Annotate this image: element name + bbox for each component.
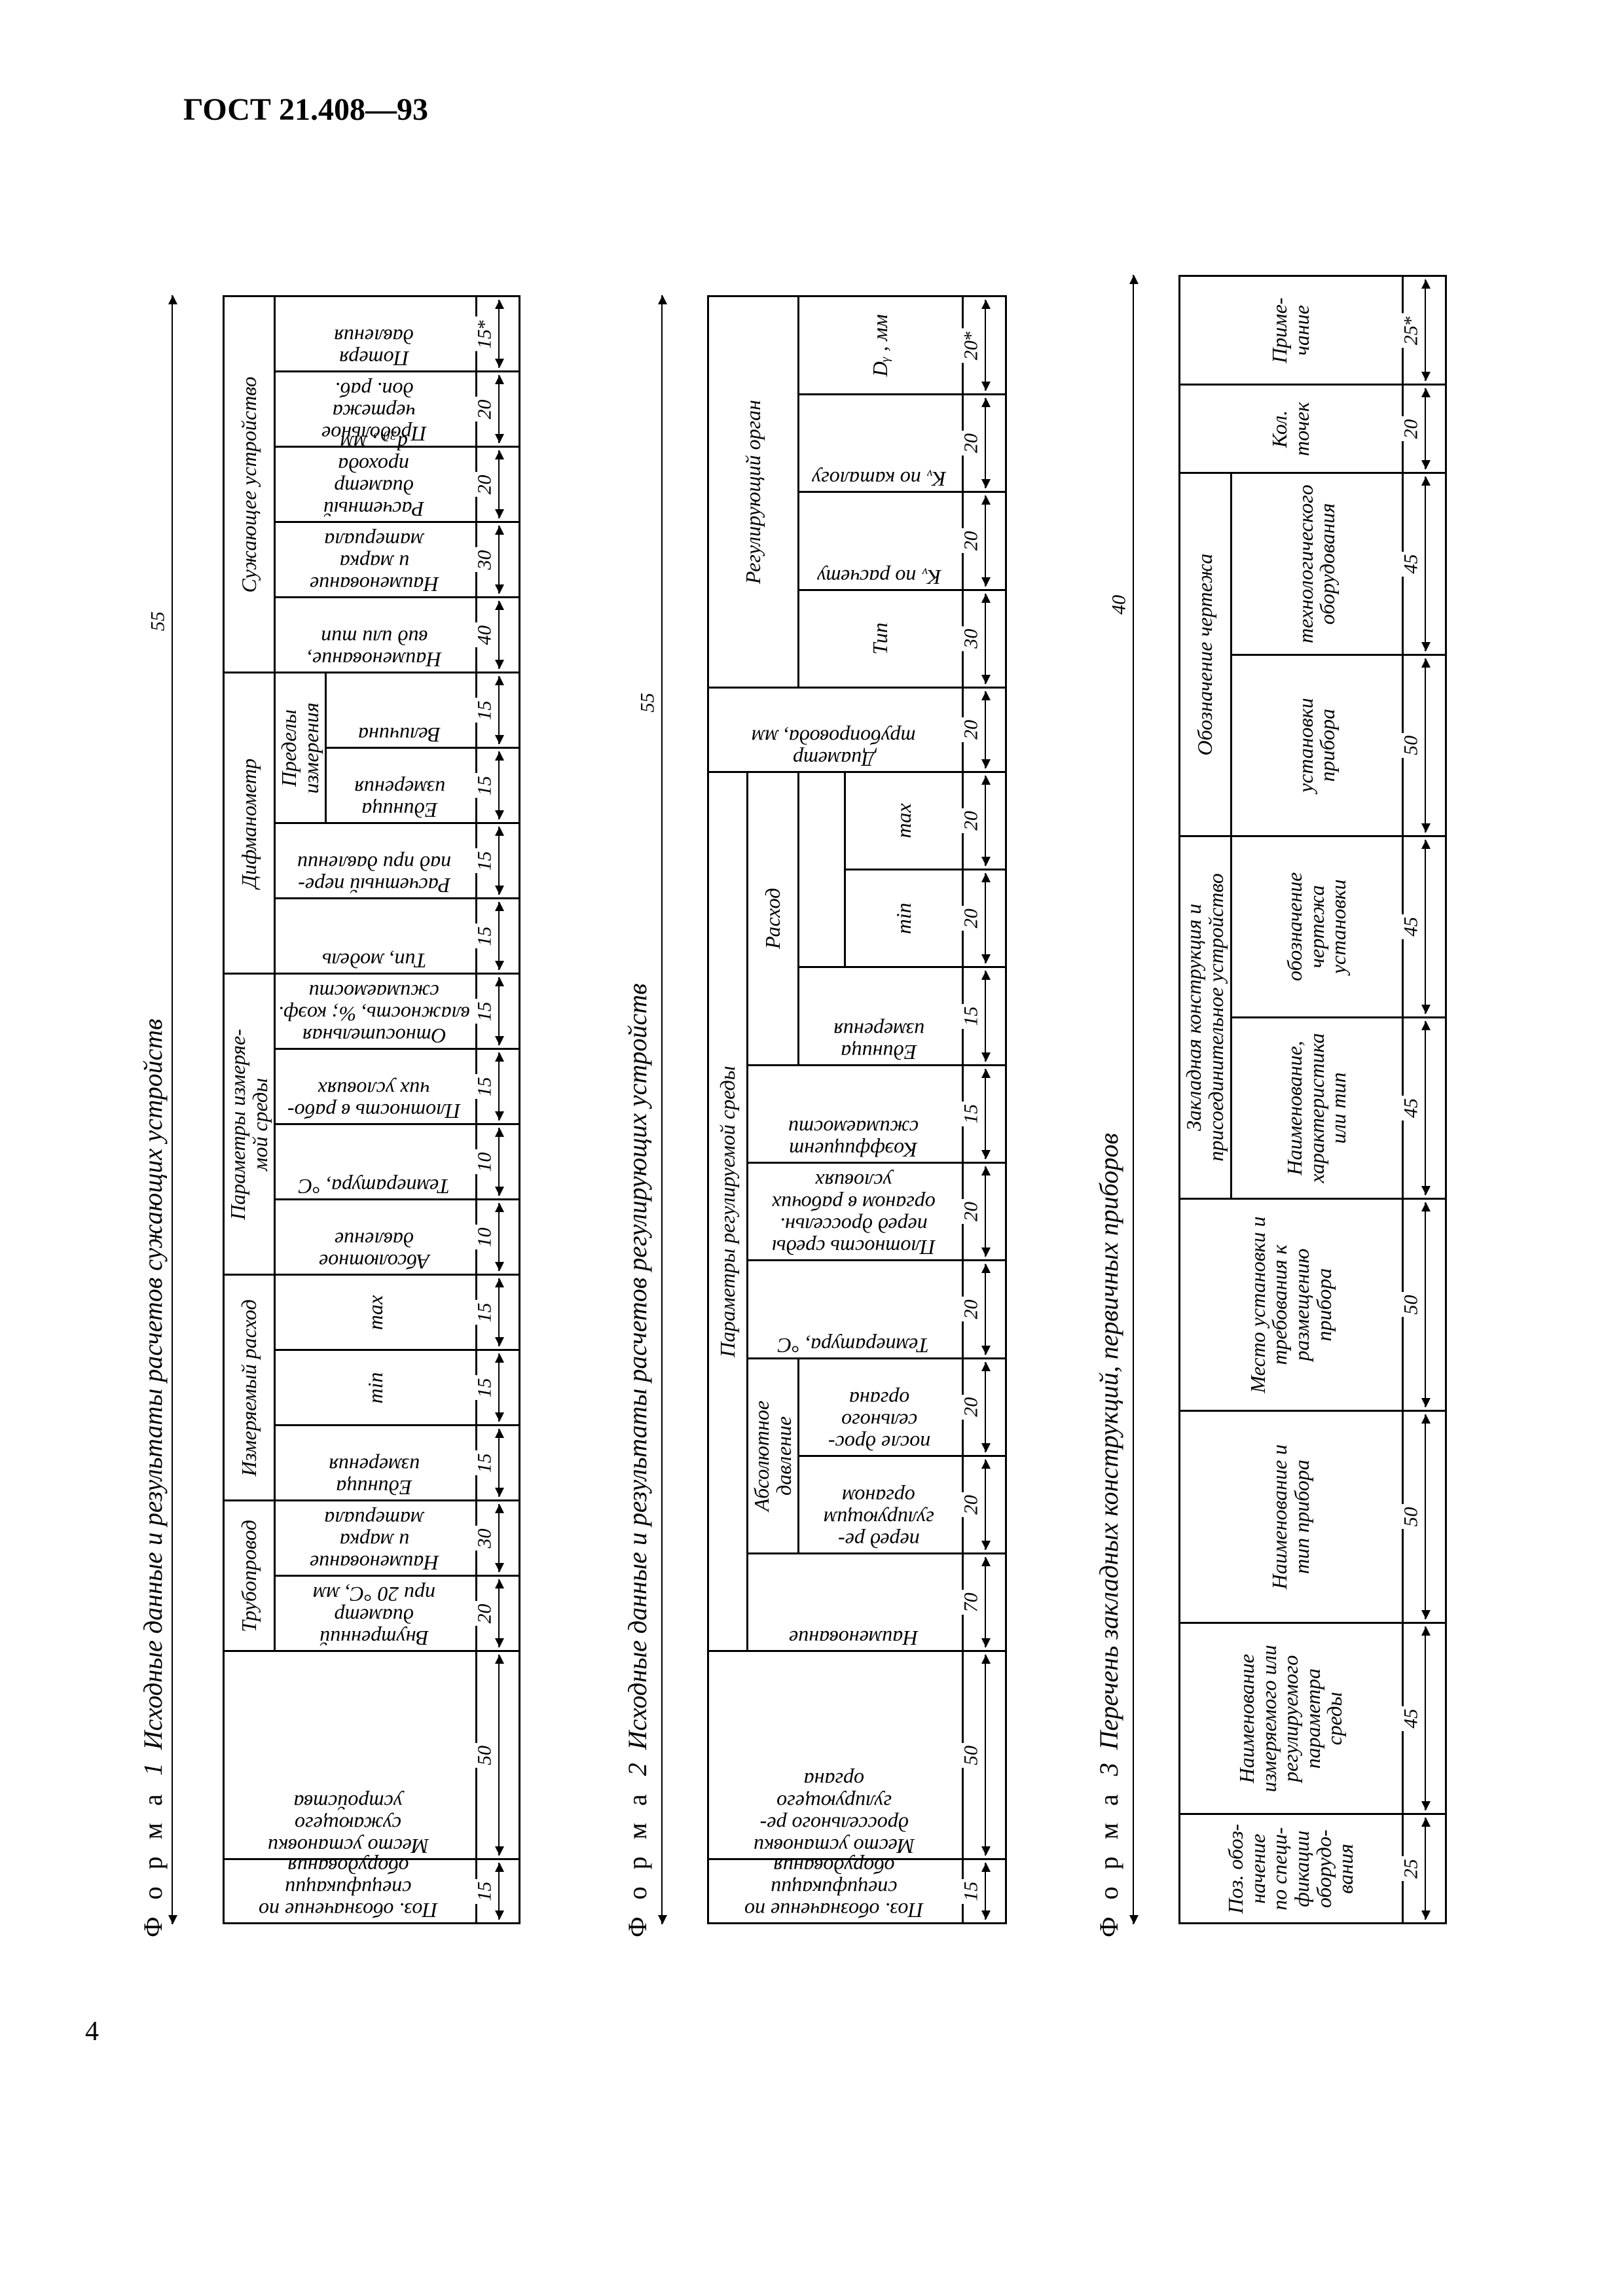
- col-width-cell: 70: [963, 1554, 1006, 1651]
- page-number: 4: [85, 2016, 99, 2047]
- col-header: Продольноечертежадоп. раб.: [275, 372, 477, 447]
- col-width-cell: 20: [1403, 385, 1446, 473]
- col-header: Наименование,вид или тип: [275, 598, 477, 673]
- form3-table: Поз. обоз-начениепо специ-фикацииоборудо…: [1178, 275, 1447, 1924]
- col-header: установкиприбора: [1231, 655, 1402, 836]
- col-header: Место установки итребования кразмещениюп…: [1180, 1199, 1403, 1411]
- col-width-cell: 20: [963, 772, 1006, 869]
- col-header: Температура, °С: [275, 1124, 477, 1200]
- col-width-cell: 10: [477, 1124, 520, 1200]
- col-width-cell: 20: [963, 1163, 1006, 1261]
- form1-block: Ф о р м а 1 Исходные данные и результаты…: [183, 183, 589, 1937]
- col-width-cell: 15: [477, 1049, 520, 1124]
- col-width-cell: 15: [477, 748, 520, 823]
- col-header: Наименованиеизмеряемого илирегулируемого…: [1180, 1623, 1403, 1815]
- col-width-cell: 15: [477, 1275, 520, 1350]
- col-width-cell: 20: [963, 394, 1006, 492]
- col-width-cell: 45: [1403, 1623, 1446, 1815]
- col-width-cell: 15: [963, 1065, 1006, 1162]
- col-header: Абсолютноедавление: [275, 1200, 477, 1275]
- col-width-cell: 45: [1403, 473, 1446, 655]
- col-header: Величина: [326, 673, 477, 748]
- col-header: Dᵧ , мм: [799, 296, 963, 394]
- col-header: технологическогооборудования: [1231, 473, 1402, 655]
- col-width-cell: 20: [963, 492, 1006, 590]
- col-header: Температура, °С: [748, 1261, 963, 1358]
- col-width-cell: 15: [963, 1859, 1006, 1924]
- col-header: Наименованиеи маркаматериала: [275, 522, 477, 598]
- col-header: Единицаизмерения: [275, 1426, 477, 1501]
- col-header: min: [275, 1350, 477, 1426]
- col-header: Kᵥ по расчету: [799, 492, 963, 590]
- col-header: Относительнаявлажность, %; коэф.сжимаемо…: [275, 974, 477, 1049]
- col-width-cell: 15: [477, 974, 520, 1049]
- col-width-cell: 20: [963, 1456, 1006, 1553]
- col-width-cell: 15: [477, 673, 520, 748]
- col-width-cell: 45: [1403, 836, 1446, 1017]
- col-header: Расчетныйдиаметрпроходаd₂₀ , мм: [275, 447, 477, 522]
- form2-block: Ф о р м а 2 Исходные данные и результаты…: [668, 183, 1074, 1937]
- col-width-cell: 25: [1403, 1814, 1446, 1924]
- form3-table-wrap: 40 Поз. обоз-начениепо специ-фикацииобор…: [1178, 275, 1447, 1924]
- form2-table: Поз. обозначение поспецификацииоборудова…: [707, 296, 1007, 1925]
- form2-table-wrap: 55 Поз. обозначение поспецификацииоборуд…: [707, 296, 1007, 1925]
- col-width-cell: 50: [477, 1651, 520, 1859]
- col-width-cell: 15*: [477, 296, 520, 372]
- col-width-cell: 20: [963, 687, 1006, 772]
- col-width-cell: 20: [477, 1576, 520, 1651]
- col-width-cell: 30: [477, 522, 520, 598]
- col-header: Поз. обоз-начениепо специ-фикацииоборудо…: [1180, 1814, 1403, 1924]
- col-header: min: [845, 870, 963, 967]
- col-header: Плотность в рабо-чих условиях: [275, 1049, 477, 1124]
- col-width-cell: 50: [1403, 1411, 1446, 1623]
- col-header: Коэффициентсжимаемости: [748, 1065, 963, 1162]
- col-width-cell: 20: [963, 1358, 1006, 1456]
- col-header: max: [845, 772, 963, 869]
- col-header: Kᵥ по каталогу: [799, 394, 963, 492]
- col-header: Плотность средыперед дроссельн.органом в…: [748, 1163, 963, 1261]
- col-header: Наименование итип прибора: [1180, 1411, 1403, 1623]
- col-header: Тип, модель: [275, 899, 477, 974]
- col-width-cell: 30: [477, 1501, 520, 1576]
- col-width-cell: 20: [963, 870, 1006, 967]
- col-width-cell: 50: [1403, 1199, 1446, 1411]
- standard-code: ГОСТ 21.408—93: [183, 92, 428, 128]
- col-width-cell: 15: [477, 823, 520, 899]
- form3-block: Ф о р м а 3 Перечень закладных конструкц…: [1139, 183, 1506, 1937]
- col-header: Тип: [799, 590, 963, 687]
- col-header: max: [275, 1275, 477, 1350]
- col-width-cell: 15: [477, 1859, 520, 1924]
- col-header: Единицаизмерения: [326, 748, 477, 823]
- col-width-cell: 20: [477, 372, 520, 447]
- col-header: Внутреннийдиаметрпри 20 °С, мм: [275, 1576, 477, 1651]
- col-header: Расчетный пере-пад при давлении: [275, 823, 477, 899]
- col-header: перед ре-гулирующиморганом: [799, 1456, 963, 1553]
- col-width-cell: 20*: [963, 296, 1006, 394]
- form1-table: Поз. обозначение поспецификацииоборудова…: [223, 296, 520, 1925]
- col-width-cell: 15: [477, 899, 520, 974]
- col-width-cell: 45: [1403, 1017, 1446, 1198]
- col-header: Единицаизмерения: [799, 967, 963, 1065]
- col-width-cell: 30: [963, 590, 1006, 687]
- col-width-cell: 40: [477, 598, 520, 673]
- col-width-cell: 20: [963, 1261, 1006, 1358]
- col-width-cell: 25*: [1403, 276, 1446, 386]
- col-header: обозначениечертежаустановки: [1231, 836, 1402, 1017]
- form1-table-wrap: 55Поз. обозначение поспецификацииоборудо…: [223, 296, 520, 1925]
- col-width-cell: 50: [1403, 655, 1446, 836]
- col-width-cell: 10: [477, 1200, 520, 1275]
- col-width-cell: 15: [477, 1426, 520, 1501]
- col-header: Наименованиеи маркаматериала: [275, 1501, 477, 1576]
- col-width-cell: 20: [477, 447, 520, 522]
- col-header: после дрос-сельногооргана: [799, 1358, 963, 1456]
- col-header: Приме-чание: [1180, 276, 1403, 386]
- col-width-cell: 15: [963, 967, 1006, 1065]
- col-width-cell: 15: [477, 1350, 520, 1426]
- form3-caption: Ф о р м а 3 Перечень закладных конструкц…: [1093, 694, 1124, 1937]
- col-header: Кол.точек: [1180, 385, 1403, 473]
- col-header: Наименование,характеристикаили тип: [1231, 1017, 1402, 1198]
- col-header: Потерядавления: [275, 296, 477, 372]
- col-width-cell: 50: [963, 1651, 1006, 1859]
